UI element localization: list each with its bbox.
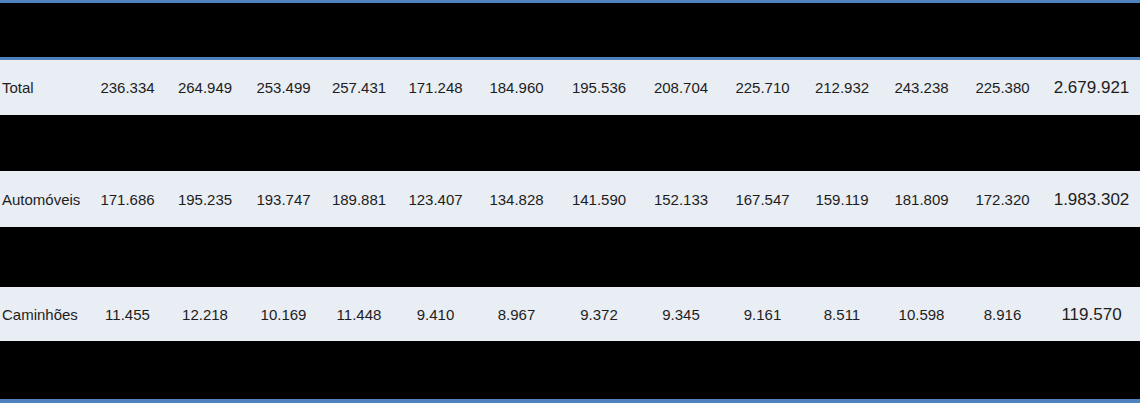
cell-value: 264.949 [165,80,245,95]
cell-value: 257.431 [322,80,396,95]
cell-value: 8.511 [803,307,881,322]
cell-value: 134.828 [475,192,558,207]
cell-value: 208.704 [640,80,722,95]
cell-value: 12.218 [165,307,245,322]
cell-value: 9.372 [558,307,640,322]
cell-value: 159.119 [803,192,881,207]
row-annual-total: 1.983.302 [1043,191,1140,208]
redacted-row [0,341,1140,399]
cell-value: 9.410 [396,307,475,322]
cell-value: 212.932 [803,80,881,95]
cell-value: 8.916 [962,307,1043,322]
redacted-row [0,227,1140,287]
cell-value: 184.960 [475,80,558,95]
cell-value: 11.448 [322,307,396,322]
monthly-production-table: Total 236.334 264.949 253.499 257.431 17… [0,0,1140,403]
cell-value: 8.967 [475,307,558,322]
cell-value: 171.248 [396,80,475,95]
cell-value: 172.320 [962,192,1043,207]
data-row-total: Total 236.334 264.949 253.499 257.431 17… [0,60,1140,115]
cell-value: 10.169 [245,307,322,322]
cell-value: 141.590 [558,192,640,207]
row-label: Total [0,80,90,95]
row-label: Caminhões [0,307,90,322]
cell-value: 225.710 [722,80,803,95]
cell-value: 189.881 [322,192,396,207]
data-row-caminhoes: Caminhões 11.455 12.218 10.169 11.448 9.… [0,287,1140,341]
data-row-automoveis: Automóveis 171.686 195.235 193.747 189.8… [0,171,1140,227]
cell-value: 243.238 [881,80,962,95]
cell-value: 11.455 [90,307,165,322]
cell-value: 195.235 [165,192,245,207]
cell-value: 167.547 [722,192,803,207]
cell-value: 171.686 [90,192,165,207]
cell-value: 9.161 [722,307,803,322]
cell-value: 236.334 [90,80,165,95]
cell-value: 193.747 [245,192,322,207]
row-annual-total: 2.679.921 [1043,79,1140,96]
cell-value: 253.499 [245,80,322,95]
redacted-row [0,115,1140,171]
cell-value: 152.133 [640,192,722,207]
cell-value: 181.809 [881,192,962,207]
cell-value: 10.598 [881,307,962,322]
bottom-border-rule [0,399,1140,403]
redacted-header-row [0,3,1140,57]
row-label: Automóveis [0,192,90,207]
cell-value: 9.345 [640,307,722,322]
cell-value: 123.407 [396,192,475,207]
cell-value: 225.380 [962,80,1043,95]
cell-value: 195.536 [558,80,640,95]
row-annual-total: 119.570 [1043,306,1140,323]
